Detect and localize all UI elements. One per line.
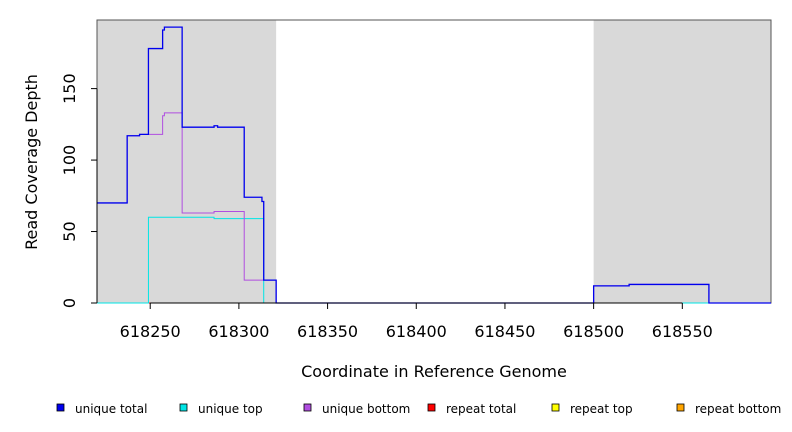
- legend-item: unique top: [179, 402, 263, 416]
- legend-label: repeat top: [570, 402, 633, 416]
- x-tick-label: 618450: [474, 322, 535, 341]
- shaded-region: [593, 20, 771, 303]
- legend-swatch: [427, 403, 436, 412]
- x-tick-label: 618300: [208, 322, 269, 341]
- legend-swatch: [676, 403, 685, 412]
- legend-item: repeat bottom: [676, 402, 781, 416]
- legend-item: repeat total: [427, 402, 516, 416]
- series-line-unique-top: [97, 216, 771, 304]
- series-line-unique-total: [97, 26, 771, 304]
- y-tick-label: 150: [60, 73, 79, 104]
- axes: 618250 618300 618350 618400 618450 618500 6185…: [60, 73, 713, 341]
- legend: unique total unique top unique bottom repea…: [56, 402, 781, 416]
- x-axis-title: Coordinate in Reference Genome: [301, 362, 567, 381]
- legend-item: unique total: [56, 402, 147, 416]
- x-tick-label: 618500: [563, 322, 624, 341]
- legend-swatch: [551, 403, 560, 412]
- legend-label: unique total: [75, 402, 147, 416]
- x-tick-label: 618250: [120, 322, 181, 341]
- legend-swatch: [56, 403, 65, 412]
- legend-label: repeat bottom: [695, 402, 781, 416]
- shaded-region: [97, 20, 277, 303]
- x-tick-label: 618550: [652, 322, 713, 341]
- x-tick-label: 618350: [297, 322, 358, 341]
- x-tick-label: 618400: [386, 322, 447, 341]
- legend-swatch: [303, 403, 312, 412]
- y-tick-label: 0: [60, 298, 79, 308]
- plot-area: [96, 19, 772, 304]
- legend-swatch: [179, 403, 188, 412]
- legend-item: unique bottom: [303, 402, 410, 416]
- y-tick-label: 100: [60, 145, 79, 176]
- legend-label: repeat total: [446, 402, 516, 416]
- legend-label: unique top: [198, 402, 263, 416]
- y-axis-title: Read Coverage Depth: [22, 74, 41, 250]
- y-tick-label: 50: [60, 221, 79, 241]
- legend-label: unique bottom: [322, 402, 410, 416]
- legend-item: repeat top: [551, 402, 633, 416]
